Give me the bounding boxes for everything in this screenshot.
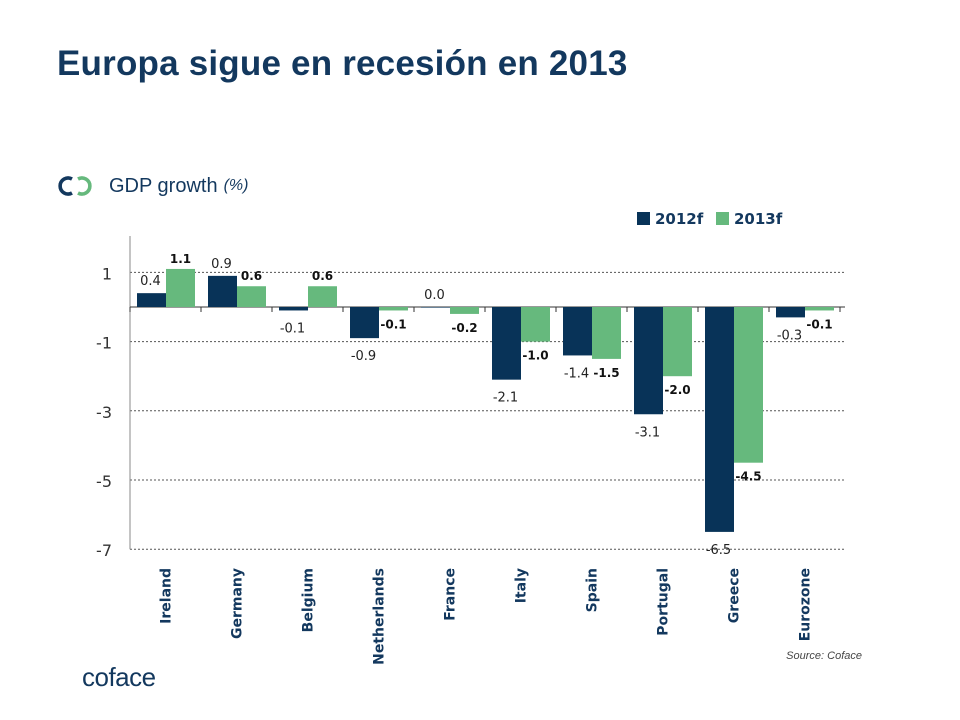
category-label: Netherlands xyxy=(372,568,388,665)
data-label-2012f: -0.1 xyxy=(280,321,305,336)
y-tick-label: -7 xyxy=(96,541,112,560)
bar-2012f xyxy=(492,307,521,380)
category-label: Italy xyxy=(514,568,530,603)
data-label-2013f: 0.6 xyxy=(241,269,262,283)
bar-2012f xyxy=(634,307,663,415)
data-label-2013f: -2.0 xyxy=(664,383,690,397)
bar-2013f xyxy=(805,307,834,311)
bar-2013f xyxy=(379,307,408,311)
y-tick-label: -5 xyxy=(96,472,112,491)
logo-text: coface xyxy=(82,664,156,692)
data-label-2012f: 0.0 xyxy=(424,288,445,303)
bar-2012f xyxy=(279,307,308,311)
bar-2013f xyxy=(166,268,195,307)
bar-2013f xyxy=(663,307,692,377)
bar-2012f xyxy=(776,307,805,318)
bar-2013f xyxy=(734,307,763,463)
data-label-2013f: -4.5 xyxy=(735,470,761,484)
bar-2013f xyxy=(237,286,266,307)
data-label-2012f: 0.9 xyxy=(211,257,232,272)
category-label: Belgium xyxy=(301,568,317,632)
chart-subtitle: GDP growth (%) xyxy=(55,172,248,200)
bar-2012f xyxy=(563,307,592,356)
category-label: Greece xyxy=(727,568,743,623)
data-label-2012f: -0.9 xyxy=(351,349,376,364)
bar-2012f xyxy=(208,275,237,307)
coface-co-icon xyxy=(58,176,92,196)
category-label: Portugal xyxy=(656,568,672,636)
legend-swatch-2013f xyxy=(716,212,729,225)
legend-swatch-2012f xyxy=(637,212,650,225)
data-label-2012f: -1.4 xyxy=(564,366,589,381)
bar-2012f xyxy=(705,307,734,532)
y-tick-label: 1 xyxy=(102,264,112,283)
data-label-2012f: -0.3 xyxy=(777,328,802,343)
data-label-2012f: -6.5 xyxy=(706,543,731,558)
data-label-2012f: 0.4 xyxy=(140,274,161,289)
y-tick-label: -3 xyxy=(96,403,112,422)
data-label-2013f: -1.0 xyxy=(522,349,548,363)
subtitle-text: GDP growth xyxy=(109,174,218,197)
category-label: France xyxy=(443,568,459,621)
bar-2012f xyxy=(350,307,379,339)
page-title: Europa sigue en recesión en 2013 xyxy=(57,44,628,83)
subtitle-unit: (%) xyxy=(223,177,249,194)
data-label-2013f: -0.1 xyxy=(806,317,832,331)
legend-label-2012f: 2012f xyxy=(655,210,704,228)
category-label: Eurozone xyxy=(798,568,814,641)
category-label: Germany xyxy=(230,568,246,639)
data-label-2013f: 0.6 xyxy=(312,269,333,283)
data-label-2012f: -3.1 xyxy=(635,425,660,440)
data-label-2013f: -0.2 xyxy=(451,321,477,335)
bar-2013f xyxy=(592,307,621,359)
data-label-2012f: -2.1 xyxy=(493,391,518,406)
bar-2012f xyxy=(421,307,450,308)
coface-logo: coface xyxy=(82,664,156,692)
bar-2013f xyxy=(450,307,479,314)
y-tick-label: -1 xyxy=(96,334,112,353)
category-label: Spain xyxy=(585,568,601,612)
bar-2013f xyxy=(308,286,337,307)
data-label-2013f: -1.5 xyxy=(593,366,619,380)
bar-2013f xyxy=(521,307,550,342)
legend-label-2013f: 2013f xyxy=(734,210,783,228)
source-note: Source: Coface xyxy=(786,650,862,662)
data-label-2013f: -0.1 xyxy=(380,317,406,331)
data-label-2013f: 1.1 xyxy=(170,252,191,266)
category-label: Ireland xyxy=(159,568,175,624)
bar-2012f xyxy=(137,293,166,307)
